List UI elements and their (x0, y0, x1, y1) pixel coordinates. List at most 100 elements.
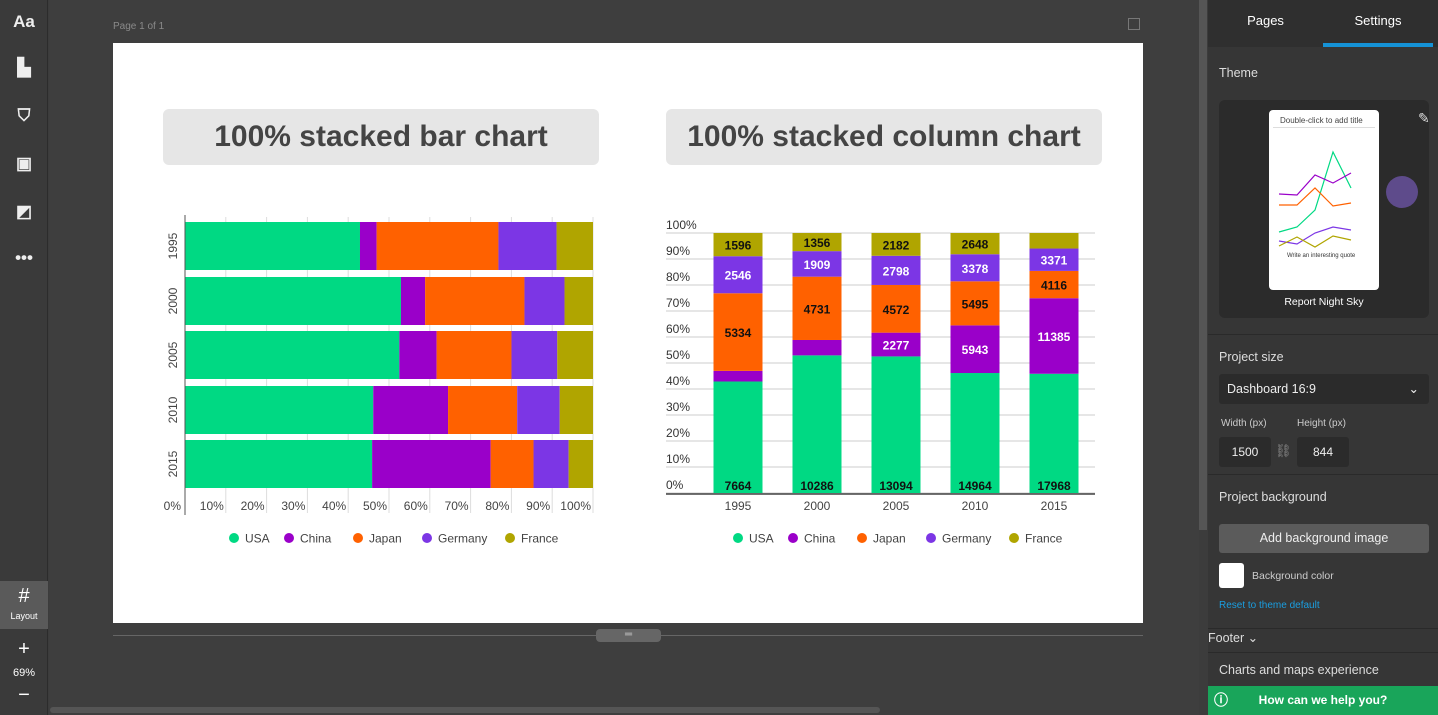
data-label: 1356 (804, 236, 831, 250)
legend-marker-france (505, 533, 515, 543)
zoom-in-button[interactable]: + (18, 638, 30, 660)
width-input[interactable]: 1500 (1219, 437, 1271, 467)
help-icon: ⓘ (1214, 692, 1228, 708)
grid-icon: # (18, 585, 30, 607)
tab-pages[interactable]: Pages (1247, 13, 1284, 28)
y-tick-label: 2005 (166, 341, 180, 368)
tab-settings[interactable]: Settings (1323, 0, 1433, 47)
theme-name: Report Night Sky (1284, 296, 1364, 308)
chart-icon[interactable]: ▙ (17, 58, 31, 77)
bar-segment-usa (185, 331, 400, 379)
x-tick-label: 80% (485, 499, 509, 513)
bar-chart-title[interactable]: 100% stacked bar chart (163, 109, 599, 165)
duplicate-page-icon[interactable] (1128, 18, 1140, 30)
text-icon[interactable]: Aa (13, 12, 35, 31)
bar-segment-china (373, 386, 449, 434)
add-background-image-button[interactable]: Add background image (1219, 524, 1429, 553)
project-size-select[interactable]: Dashboard 16:9 ⌄ (1219, 374, 1429, 404)
x-tick-label: 50% (363, 499, 387, 513)
legend-label: USA (749, 532, 774, 546)
layout-button[interactable]: # Layout (0, 581, 48, 629)
y-tick-label: 20% (666, 426, 690, 440)
bar-segment-usa (185, 277, 401, 325)
column-segment-usa (1029, 373, 1079, 493)
chevron-down-icon: ⌄ (1408, 382, 1419, 396)
data-label: 13094 (879, 479, 913, 493)
x-tick-label: 2005 (883, 499, 910, 513)
y-tick-label: 70% (666, 296, 690, 310)
background-color-swatch[interactable] (1219, 563, 1244, 588)
project-size-value: Dashboard 16:9 (1227, 382, 1316, 396)
y-tick-label: 100% (666, 218, 697, 232)
settings-panel: Pages Settings Theme Double-click to add… (1208, 0, 1438, 715)
data-label: 5495 (962, 297, 989, 311)
theme-thumbnail[interactable]: Double-click to add title Write an inter… (1269, 110, 1379, 290)
left-toolbar: Aa ▙ ⛉ ▣ ◩ ••• # Layout + 69% − (0, 0, 48, 715)
data-label: 2182 (883, 238, 910, 252)
link-icon[interactable]: ⛓ (1275, 443, 1292, 458)
horizontal-scrollbar[interactable] (50, 707, 880, 713)
x-tick-label: 2000 (804, 499, 831, 513)
bar-segment-japan (448, 386, 518, 434)
data-label: 2546 (725, 269, 752, 283)
data-label: 1909 (804, 258, 831, 272)
data-label: 1596 (725, 239, 752, 253)
column-segment-france (713, 233, 763, 257)
data-label: 17968 (1037, 479, 1071, 493)
project-size-label: Project size (1219, 350, 1284, 364)
bar-segment-china (399, 331, 437, 379)
theme-card[interactable]: Double-click to add title Write an inter… (1219, 100, 1430, 318)
column-segment-germany (950, 254, 1000, 282)
map-icon[interactable]: ⛉ (17, 106, 31, 125)
legend-label: Germany (438, 532, 487, 546)
footer-toggle[interactable]: Footer ⌄ (1208, 630, 1258, 645)
bar-segment-germany (498, 222, 557, 270)
column-segment-germany (1029, 248, 1079, 271)
bar-segment-japan (425, 277, 525, 325)
project-background-label: Project background (1219, 490, 1327, 504)
y-tick-label: 50% (666, 348, 690, 362)
image-icon[interactable]: ▣ (15, 154, 33, 173)
bar-segment-china (372, 440, 491, 488)
height-input[interactable]: 844 (1297, 437, 1349, 467)
y-tick-label: 80% (666, 270, 690, 284)
data-label: 3371 (1041, 254, 1068, 268)
theme-color-swatch[interactable] (1386, 176, 1418, 208)
column-segment-usa (950, 373, 1000, 493)
bar-segment-germany (511, 331, 558, 379)
zoom-out-button[interactable]: − (18, 684, 30, 706)
bar-segment-france (556, 222, 593, 270)
legend-marker-germany (926, 533, 936, 543)
data-label: 7664 (725, 479, 752, 493)
reset-theme-link[interactable]: Reset to theme default (1219, 600, 1320, 611)
column-segment-usa (871, 356, 921, 493)
more-icon[interactable]: ••• (15, 248, 33, 267)
legend-marker-usa (733, 533, 743, 543)
resize-handle[interactable]: ═ (596, 629, 661, 642)
charts-experience-label[interactable]: Charts and maps experience (1219, 663, 1379, 677)
column-chart-title[interactable]: 100% stacked column chart (666, 109, 1102, 165)
help-button[interactable]: ⓘ How can we help you? (1208, 686, 1438, 715)
y-tick-label: 30% (666, 400, 690, 414)
legend-label: Germany (942, 532, 991, 546)
legend-label: France (521, 532, 559, 546)
report-page: 100% stacked bar chart 100% stacked colu… (113, 43, 1143, 623)
column-segment-france (1029, 233, 1079, 249)
column-segment-china (871, 332, 921, 357)
charts[interactable]: 0% 10% 20% 30% 40% 50% 60% 70% 80% 90% 100% 1995 200… (113, 43, 1143, 623)
x-tick-label: 60% (404, 499, 428, 513)
height-label: Height (px) (1297, 418, 1346, 429)
vertical-scrollbar[interactable] (1199, 0, 1207, 530)
shapes-icon[interactable]: ◩ (15, 202, 33, 221)
x-tick-label: 30% (281, 499, 305, 513)
legend-label: China (300, 532, 332, 546)
edit-theme-icon[interactable]: ✎ (1418, 110, 1430, 126)
legend-marker-usa (229, 533, 239, 543)
y-tick-label: 2000 (166, 287, 180, 314)
bar-segment-france (568, 440, 593, 488)
y-tick-label: 1995 (166, 232, 180, 259)
data-label: 4116 (1041, 279, 1067, 293)
data-label: 2798 (883, 264, 910, 278)
column-segment-germany (713, 256, 763, 294)
data-label: 2648 (962, 238, 989, 252)
